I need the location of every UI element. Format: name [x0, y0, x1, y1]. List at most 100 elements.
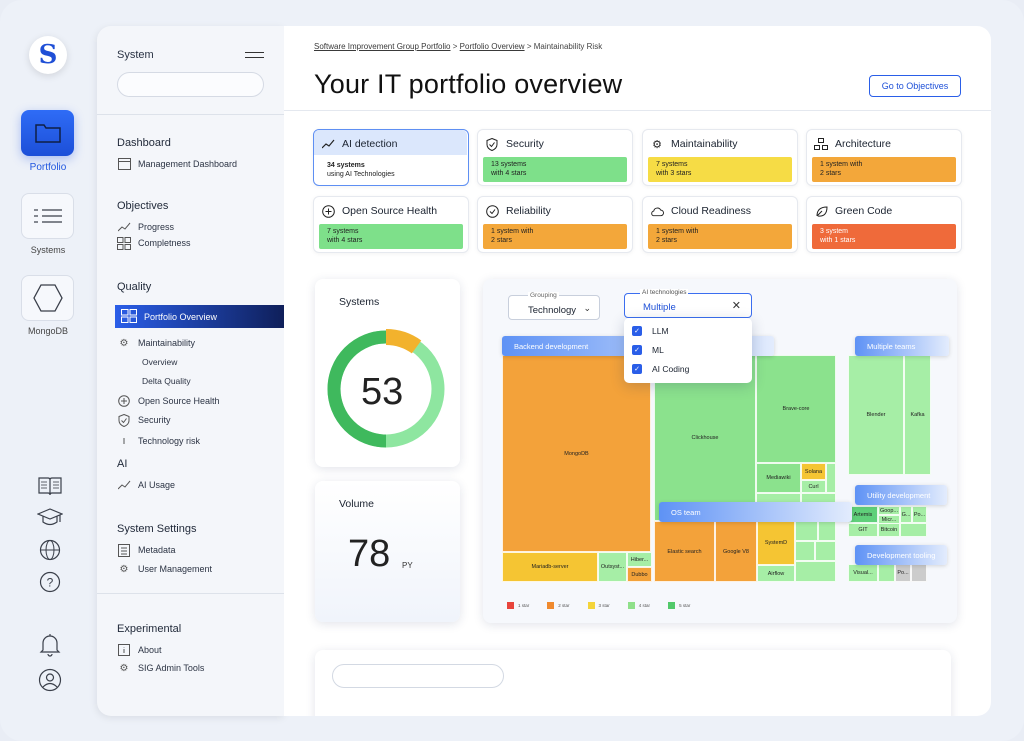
group-header-dev-tooling[interactable]: Development tooling — [855, 545, 947, 565]
nav-ai-usage[interactable]: AI Usage — [117, 479, 175, 491]
treemap-cell[interactable]: Curl — [801, 480, 826, 493]
treemap-cell[interactable]: Hiber... — [627, 552, 652, 567]
card-maintainability[interactable]: ⚙ Maintainability 7 systems with 3 stars — [642, 129, 798, 186]
treemap-cell[interactable]: SystemD — [757, 521, 795, 565]
treemap-cell[interactable]: Goop... — [878, 506, 900, 515]
menu-icon[interactable] — [245, 52, 264, 58]
bell-icon[interactable] — [37, 632, 63, 658]
treemap-cell[interactable]: Airflow — [757, 565, 795, 582]
nav-overview[interactable]: Overview — [142, 357, 178, 367]
book-icon[interactable] — [37, 473, 63, 499]
legend-label: 5 star — [679, 603, 691, 608]
gear-icon: ⚙ — [119, 337, 129, 349]
group-header-os-team[interactable]: OS team — [659, 502, 852, 522]
treemap-cell[interactable]: Mediawiki — [756, 463, 801, 493]
treemap-cell[interactable]: Elastic search — [654, 521, 715, 582]
close-icon[interactable]: ✕ — [731, 300, 741, 312]
card-open-source-health[interactable]: Open Source Health 7 systems with 4 stars — [313, 196, 469, 253]
card-title: ⚙ Maintainability — [650, 137, 737, 151]
nav-technology-risk[interactable]: Technology risk — [117, 435, 200, 447]
treemap-cell[interactable]: Dubbo — [627, 567, 652, 582]
treemap-cell[interactable]: GIT — [848, 523, 878, 537]
treemap-cell[interactable]: Mariadb-server — [502, 552, 598, 582]
ai-technologies-label: AI technologies — [640, 289, 689, 296]
nav-progress[interactable]: Progress — [117, 221, 174, 233]
treemap-cell[interactable]: Google V8 — [715, 521, 757, 582]
treemap-cell[interactable]: Po... — [912, 506, 927, 523]
hierarchy-icon — [814, 137, 828, 151]
treemap-cell[interactable]: Po... — [895, 564, 911, 582]
treemap-cell[interactable]: Kafka — [904, 355, 931, 475]
treemap-cell[interactable] — [795, 561, 836, 582]
folder-icon — [34, 124, 61, 143]
option-ml[interactable]: ✓ ML — [632, 345, 664, 355]
nav-metadata[interactable]: Metadata — [117, 543, 176, 557]
treemap-cell[interactable] — [878, 564, 895, 582]
nav-open-source-health[interactable]: Open Source Health — [117, 395, 220, 407]
treemap-cell[interactable]: Blender — [848, 355, 904, 475]
nav-management-dashboard[interactable]: Management Dashboard — [117, 158, 237, 170]
ai-technologies-select[interactable]: AI technologies Multiple ✕ — [624, 289, 752, 318]
rail-systems-button[interactable] — [21, 193, 74, 239]
breadcrumb-separator: > — [452, 42, 458, 51]
bottom-search-input[interactable] — [332, 664, 504, 688]
treemap-cell[interactable]: Visual... — [848, 564, 878, 582]
card-ai-detection[interactable]: AI detection 34 systems using AI Technolo… — [313, 129, 469, 186]
legend-item: 4 star — [627, 602, 650, 609]
logo[interactable]: S — [29, 36, 67, 74]
group-header-multiple-teams[interactable]: Multiple teams — [855, 336, 949, 356]
card-security[interactable]: Security 13 systems with 4 stars — [477, 129, 633, 186]
nav-user-management[interactable]: ⚙ User Management — [117, 563, 213, 575]
treemap-cell[interactable] — [818, 521, 836, 541]
nav-delta-quality[interactable]: Delta Quality — [142, 376, 191, 386]
treemap-cell[interactable] — [900, 523, 927, 537]
treemap-cell[interactable] — [795, 521, 818, 541]
card-green-code[interactable]: Green Code 3 system with 1 stars — [806, 196, 962, 253]
card-reliability[interactable]: Reliability 1 system with 2 stars — [477, 196, 633, 253]
breadcrumb-link[interactable]: Portfolio Overview — [459, 42, 525, 51]
treemap-cell[interactable] — [815, 541, 836, 561]
treemap-cell[interactable]: Artemis — [848, 506, 878, 523]
checkbox-checked-icon[interactable]: ✓ — [632, 364, 642, 374]
treemap-cell[interactable]: Outsyst... — [598, 552, 627, 582]
checkbox-checked-icon[interactable]: ✓ — [632, 345, 642, 355]
option-llm[interactable]: ✓ LLM — [632, 326, 669, 336]
help-icon[interactable]: ? — [37, 569, 63, 595]
treemap-cell[interactable]: MongoDB — [502, 355, 651, 552]
nav-security[interactable]: Security — [117, 413, 171, 427]
globe-icon[interactable] — [37, 537, 63, 563]
treemap-cell[interactable] — [911, 564, 927, 582]
nav-completness[interactable]: Completness — [117, 236, 191, 250]
nav-maintainability[interactable]: ⚙ Maintainability — [117, 337, 196, 349]
group-header-utility[interactable]: Utility development — [855, 485, 947, 505]
nav-sig-admin-tools[interactable]: ⚙ SIG Admin Tools — [117, 662, 205, 674]
rail-mongodb-button[interactable] — [21, 275, 74, 321]
divider — [97, 114, 284, 115]
nav-about[interactable]: About — [117, 644, 162, 656]
nav-label: Maintainability — [138, 338, 196, 348]
treemap-cell[interactable] — [826, 463, 836, 493]
breadcrumb-link[interactable]: Software Improvement Group Portfolio — [314, 42, 451, 51]
list-icon — [33, 209, 62, 223]
option-label: ML — [652, 345, 664, 355]
card-cloud-readiness[interactable]: Cloud Readiness 1 system with 2 stars — [642, 196, 798, 253]
go-to-objectives-button[interactable]: Go to Objectives — [869, 75, 961, 97]
grouping-select[interactable]: Grouping Technology ⌄ — [508, 292, 600, 320]
graduation-cap-icon[interactable] — [37, 505, 63, 531]
treemap-cell[interactable]: Bitcoin — [878, 523, 900, 537]
shield-check-icon — [485, 137, 499, 151]
treemap-cell[interactable]: Solana — [801, 463, 826, 480]
nav-portfolio-overview[interactable]: Portfolio Overview — [115, 305, 284, 328]
card-architecture[interactable]: Architecture 1 system with 2 stars — [806, 129, 962, 186]
treemap-cell[interactable]: Brave-core — [756, 355, 836, 463]
rail-portfolio-button[interactable] — [21, 110, 74, 156]
treemap-cell[interactable] — [795, 541, 815, 561]
card-line: 7 systems — [656, 161, 688, 168]
option-ai-coding[interactable]: ✓ AI Coding — [632, 364, 689, 374]
checkbox-checked-icon[interactable]: ✓ — [632, 326, 642, 336]
systems-count: 53 — [361, 371, 404, 413]
treemap-cell[interactable]: G... — [900, 506, 912, 523]
user-icon[interactable] — [37, 667, 63, 693]
sidebar-search-input[interactable] — [117, 72, 264, 97]
calendar-icon — [117, 158, 131, 170]
